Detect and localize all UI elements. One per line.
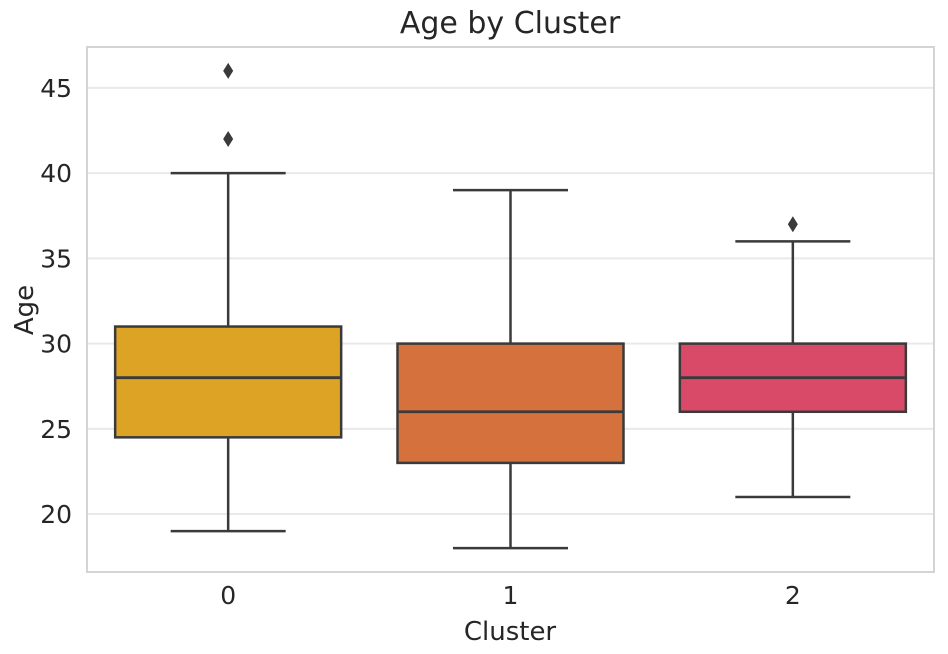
box-group-2 [678,216,908,499]
y-tick-label: 45 [40,74,72,103]
y-tick-label: 20 [40,500,72,529]
outlier-diamond [223,62,234,79]
iqr-box [113,325,343,439]
boxes-group [113,62,908,550]
y-tick-label: 25 [40,415,72,444]
y-axis-label: Age [10,285,40,335]
y-tick-label: 35 [40,244,72,273]
box-group-0 [113,62,343,533]
outlier-diamond [223,131,234,148]
box-group-1 [396,188,625,550]
outlier-diamond [787,216,798,233]
x-tick-label: 1 [503,581,519,610]
axes-border [86,46,935,573]
x-tick-label: 0 [220,581,236,610]
y-tick-label: 30 [40,330,72,359]
y-tick-labels-group: 20 25 30 35 40 45 [40,74,72,529]
x-tick-label: 2 [785,581,801,610]
iqr-box [396,342,625,465]
chart-title: Age by Cluster [400,6,621,41]
x-axis-label: Cluster [464,617,557,647]
x-tick-labels-group: 0 1 2 [220,581,801,610]
y-tick-label: 40 [40,159,72,188]
